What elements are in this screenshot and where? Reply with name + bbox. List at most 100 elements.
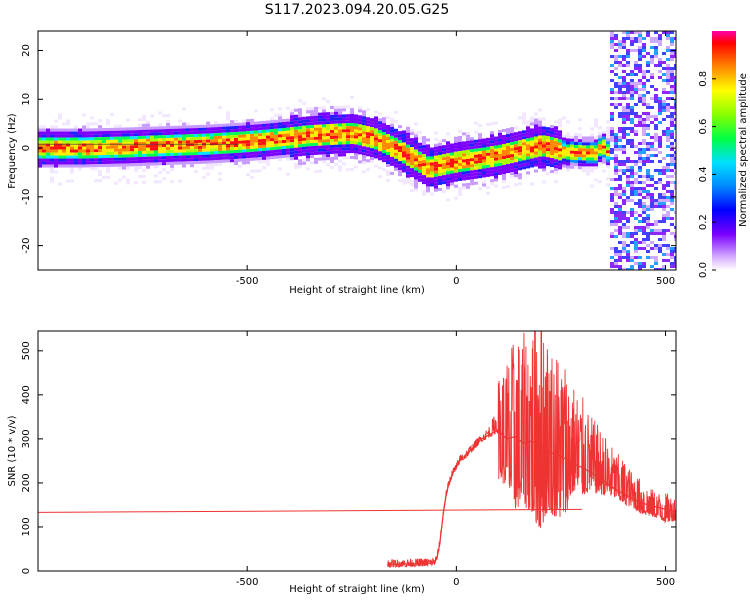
heatmap-cell [462, 174, 466, 178]
heatmap-cell [594, 124, 598, 128]
bottom-x-tick-label: -500 [236, 577, 259, 588]
heatmap-cell [386, 143, 390, 147]
heatmap-cell [566, 147, 570, 151]
heatmap-cell [606, 183, 610, 187]
heatmap-cell [638, 58, 642, 61]
heatmap-cell [54, 161, 58, 165]
heatmap-cell [386, 161, 390, 165]
heatmap-cell [654, 169, 658, 172]
heatmap-cell [110, 127, 114, 131]
heatmap-cell [658, 103, 662, 106]
heatmap-cell [242, 146, 246, 150]
heatmap-cell [626, 88, 630, 91]
heatmap-cell [126, 160, 130, 164]
heatmap-cell [110, 133, 114, 137]
heatmap-cell [670, 76, 674, 79]
heatmap-cell [170, 158, 174, 162]
heatmap-cell [90, 155, 94, 159]
heatmap-cell [66, 158, 70, 162]
heatmap-cell [514, 147, 518, 151]
heatmap-cell [114, 127, 118, 131]
heatmap-cell [574, 156, 578, 160]
heatmap-cell [466, 173, 470, 177]
heatmap-cell [214, 130, 218, 134]
heatmap-cell [586, 169, 590, 173]
heatmap-cell [626, 85, 630, 88]
heatmap-cell [418, 175, 422, 179]
heatmap-cell [242, 122, 246, 126]
heatmap-cell [614, 187, 618, 190]
heatmap-cell [362, 158, 366, 162]
heatmap-cell [638, 40, 642, 43]
heatmap-cell [534, 124, 538, 128]
heatmap-cell [410, 171, 414, 175]
heatmap-cell [330, 144, 334, 148]
heatmap-cell [186, 161, 190, 165]
heatmap-cell [102, 161, 106, 165]
heatmap-cell [654, 232, 658, 235]
heatmap-cell [578, 136, 582, 140]
heatmap-cell [382, 156, 386, 160]
heatmap-cell [602, 136, 606, 140]
heatmap-cell [474, 157, 478, 161]
heatmap-cell [638, 79, 642, 82]
heatmap-cell [454, 175, 458, 179]
heatmap-cell [258, 169, 262, 173]
heatmap-cell [570, 138, 574, 142]
heatmap-cell [606, 141, 610, 145]
heatmap-cell [238, 125, 242, 129]
heatmap-cell [522, 166, 526, 170]
heatmap-cell [522, 154, 526, 158]
heatmap-cell [622, 187, 626, 190]
heatmap-cell [294, 156, 298, 160]
heatmap-cell [458, 165, 462, 169]
heatmap-cell [538, 126, 542, 130]
heatmap-cell [666, 163, 670, 166]
heatmap-cell [398, 146, 402, 150]
heatmap-cell [322, 106, 326, 110]
heatmap-cell [634, 160, 638, 163]
heatmap-cell [334, 108, 338, 112]
heatmap-cell [670, 130, 674, 133]
heatmap-cell [290, 124, 294, 128]
heatmap-cell [138, 175, 142, 179]
heatmap-cell [186, 131, 190, 135]
heatmap-cell [306, 143, 310, 147]
heatmap-cell [94, 143, 98, 147]
heatmap-cell [646, 193, 650, 196]
heatmap-cell [354, 147, 358, 151]
heatmap-cell [622, 202, 626, 205]
heatmap-cell [350, 132, 354, 136]
heatmap-cell [570, 159, 574, 163]
heatmap-cell [222, 123, 226, 127]
heatmap-cell [410, 147, 414, 151]
heatmap-cell [662, 199, 666, 202]
heatmap-cell [546, 139, 550, 143]
heatmap-cell [266, 150, 270, 154]
heatmap-cell [614, 265, 618, 268]
heatmap-cell [610, 91, 614, 94]
bottom-y-tick-label: 400 [21, 385, 32, 404]
heatmap-cell [466, 131, 470, 135]
heatmap-cell [118, 154, 122, 158]
heatmap-cell [366, 153, 370, 157]
heatmap-cell [578, 148, 582, 152]
heatmap-cell [290, 121, 294, 125]
heatmap-cell [570, 135, 574, 139]
heatmap-cell [638, 121, 642, 124]
heatmap-cell [534, 157, 538, 161]
bottom-plot-frame [37, 330, 677, 572]
heatmap-cell [638, 124, 642, 127]
heatmap-cell [662, 205, 666, 208]
heatmap-cell [114, 148, 118, 152]
heatmap-cell [242, 149, 246, 153]
heatmap-cell [510, 172, 514, 176]
heatmap-cell [642, 124, 646, 127]
heatmap-cell [590, 148, 594, 152]
heatmap-cell [454, 163, 458, 167]
heatmap-cell [474, 163, 478, 167]
heatmap-cell [614, 190, 618, 193]
heatmap-cell [506, 140, 510, 144]
heatmap-cell [134, 148, 138, 152]
heatmap-cell [178, 128, 182, 132]
